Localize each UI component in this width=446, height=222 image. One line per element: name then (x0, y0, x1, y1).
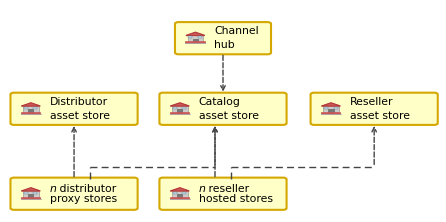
Text: Catalog
asset store: Catalog asset store (198, 97, 259, 121)
FancyBboxPatch shape (173, 192, 177, 194)
Text: proxy stores: proxy stores (50, 194, 117, 204)
Polygon shape (22, 103, 40, 106)
FancyBboxPatch shape (334, 107, 338, 109)
Polygon shape (322, 103, 340, 106)
FancyBboxPatch shape (159, 178, 287, 210)
FancyBboxPatch shape (310, 93, 438, 125)
FancyBboxPatch shape (182, 192, 186, 194)
FancyBboxPatch shape (159, 93, 287, 125)
FancyBboxPatch shape (198, 36, 202, 38)
FancyBboxPatch shape (178, 109, 182, 113)
FancyBboxPatch shape (33, 107, 37, 109)
FancyBboxPatch shape (10, 93, 138, 125)
FancyBboxPatch shape (182, 107, 186, 109)
Text: distributor: distributor (56, 184, 116, 194)
FancyBboxPatch shape (29, 109, 33, 113)
FancyBboxPatch shape (23, 106, 39, 113)
FancyBboxPatch shape (172, 191, 188, 198)
FancyBboxPatch shape (23, 191, 39, 198)
FancyBboxPatch shape (193, 39, 198, 42)
FancyBboxPatch shape (324, 107, 328, 109)
Polygon shape (22, 188, 40, 191)
FancyBboxPatch shape (173, 107, 177, 109)
FancyBboxPatch shape (29, 194, 33, 198)
Polygon shape (186, 32, 205, 36)
Text: reseller: reseller (205, 184, 249, 194)
Text: Reseller
asset store: Reseller asset store (350, 97, 410, 121)
Polygon shape (171, 103, 189, 106)
FancyBboxPatch shape (188, 36, 203, 42)
FancyBboxPatch shape (172, 106, 188, 113)
FancyBboxPatch shape (24, 192, 28, 194)
FancyBboxPatch shape (175, 22, 271, 54)
Text: Channel
hub: Channel hub (214, 26, 259, 50)
FancyBboxPatch shape (323, 106, 339, 113)
FancyBboxPatch shape (10, 178, 138, 210)
FancyBboxPatch shape (24, 107, 28, 109)
FancyBboxPatch shape (33, 192, 37, 194)
Text: Distributor
asset store: Distributor asset store (50, 97, 110, 121)
FancyBboxPatch shape (329, 109, 334, 113)
FancyBboxPatch shape (178, 194, 182, 198)
FancyBboxPatch shape (188, 36, 192, 38)
Polygon shape (171, 188, 189, 191)
Text: n: n (50, 184, 57, 194)
Text: n: n (198, 184, 206, 194)
Text: hosted stores: hosted stores (198, 194, 273, 204)
